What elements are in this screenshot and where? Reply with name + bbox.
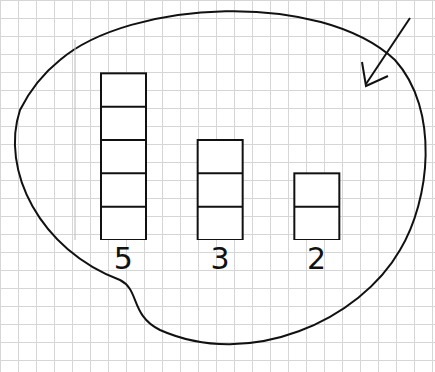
svg-text:5: 5 [114, 241, 133, 276]
svg-text:2: 2 [307, 241, 326, 276]
svg-text:3: 3 [210, 241, 229, 276]
